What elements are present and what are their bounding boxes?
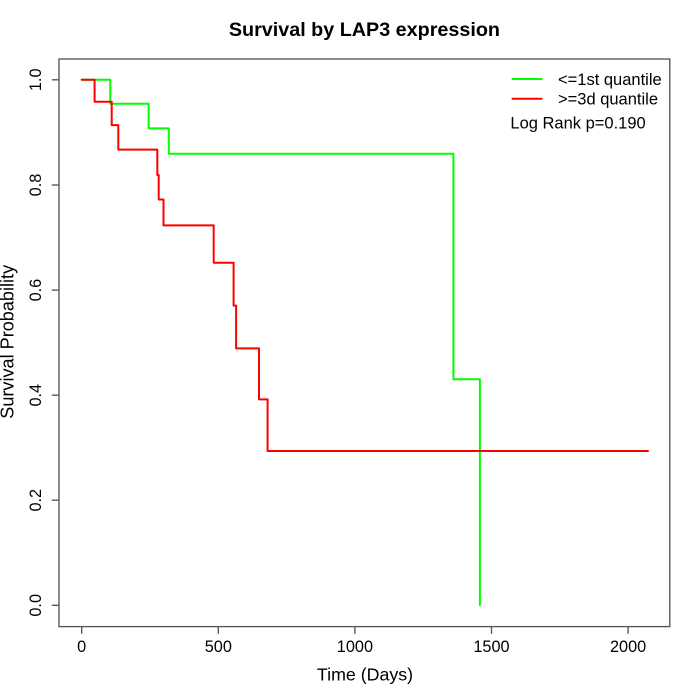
svg-text:2000: 2000 <box>610 638 646 656</box>
svg-text:0.2: 0.2 <box>27 489 45 512</box>
svg-text:1000: 1000 <box>337 638 373 656</box>
svg-text:0.4: 0.4 <box>27 384 45 407</box>
svg-text:Survival Probability: Survival Probability <box>0 264 18 419</box>
svg-text:1.0: 1.0 <box>27 68 45 91</box>
svg-text:Survival by LAP3 expression: Survival by LAP3 expression <box>229 19 500 41</box>
svg-text:0.0: 0.0 <box>27 594 45 617</box>
svg-text:>=3d quantile: >=3d quantile <box>558 91 658 109</box>
svg-text:0.8: 0.8 <box>27 174 45 197</box>
svg-text:500: 500 <box>205 638 232 656</box>
svg-text:0: 0 <box>77 638 86 656</box>
svg-text:0.6: 0.6 <box>27 279 45 302</box>
svg-text:Time (Days): Time (Days) <box>317 665 413 685</box>
svg-text:Log Rank p=0.190: Log Rank p=0.190 <box>510 114 645 132</box>
svg-text:1500: 1500 <box>473 638 509 656</box>
svg-text:<=1st quantile: <=1st quantile <box>558 71 662 89</box>
